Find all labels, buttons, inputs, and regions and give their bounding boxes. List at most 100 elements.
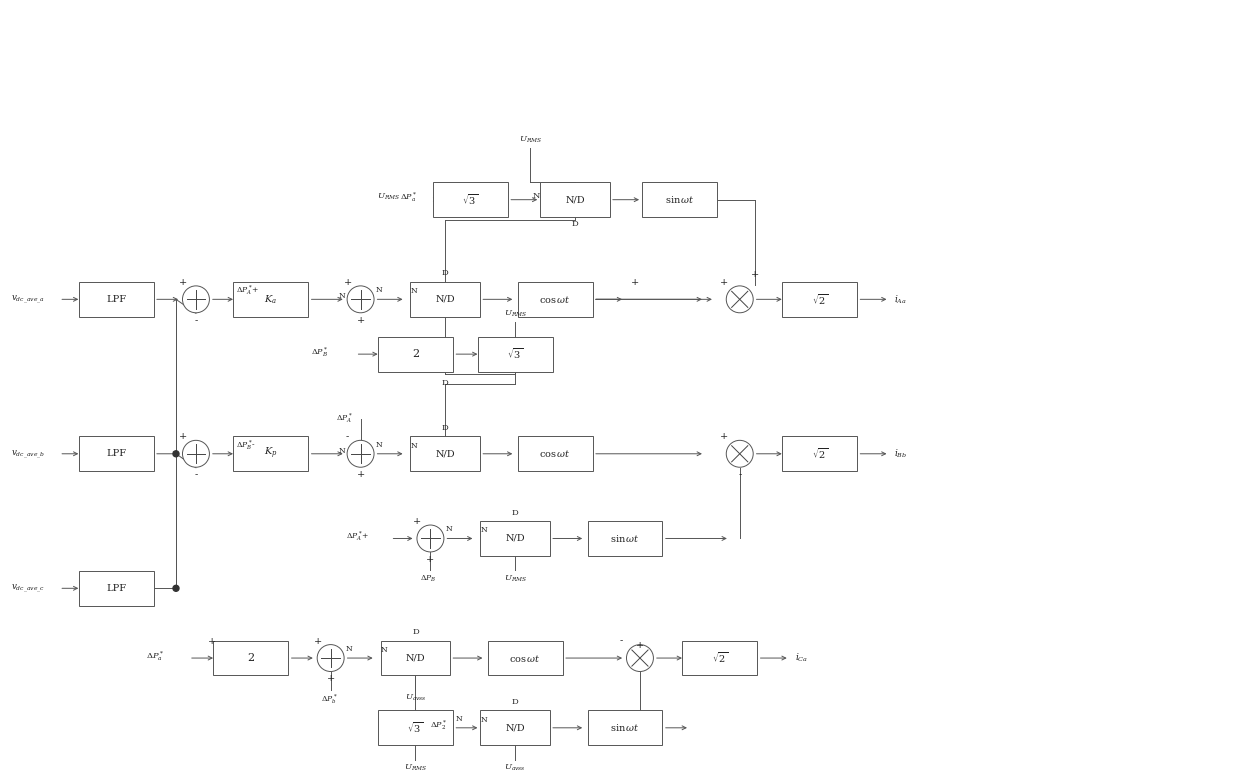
Text: $K_a$: $K_a$ — [264, 293, 278, 306]
Text: N/D: N/D — [435, 449, 455, 459]
Text: $\Delta P_A^*$: $\Delta P_A^*$ — [336, 411, 352, 424]
Text: $\sqrt{2}$: $\sqrt{2}$ — [811, 446, 827, 461]
FancyBboxPatch shape — [381, 641, 450, 676]
Text: $\sin\omega t$: $\sin\omega t$ — [610, 533, 640, 544]
Text: $\Delta P_A^*$+: $\Delta P_A^*$+ — [236, 283, 259, 296]
Text: $v_{dc\_ave\_b}$: $v_{dc\_ave\_b}$ — [11, 448, 46, 459]
Text: -: - — [346, 432, 350, 441]
Text: D: D — [572, 220, 579, 227]
Text: $K_p$: $K_p$ — [264, 446, 278, 461]
Text: $U_{RMS}$: $U_{RMS}$ — [503, 309, 527, 319]
Text: +: + — [719, 432, 728, 441]
Circle shape — [347, 286, 374, 313]
Text: N: N — [480, 527, 487, 535]
Text: $\sin\omega t$: $\sin\omega t$ — [665, 194, 694, 205]
Text: $i_{Aa}$: $i_{Aa}$ — [894, 293, 908, 306]
Text: $\Delta P_B$: $\Delta P_B$ — [420, 573, 436, 583]
Text: N/D: N/D — [506, 724, 525, 732]
FancyBboxPatch shape — [480, 710, 551, 746]
Text: +: + — [326, 674, 335, 684]
Circle shape — [727, 441, 753, 467]
FancyBboxPatch shape — [410, 437, 480, 471]
Text: -: - — [195, 316, 197, 325]
FancyBboxPatch shape — [233, 282, 309, 317]
Text: $\Delta P_2^*$: $\Delta P_2^*$ — [430, 718, 448, 731]
FancyBboxPatch shape — [477, 336, 553, 372]
Text: D: D — [412, 628, 419, 636]
Text: $i_{Bb}$: $i_{Bb}$ — [894, 448, 908, 460]
Text: +: + — [413, 517, 422, 526]
Text: $U_{avss}$: $U_{avss}$ — [404, 693, 427, 703]
Text: $\sqrt{3}$: $\sqrt{3}$ — [408, 720, 424, 735]
Text: N/D: N/D — [405, 654, 425, 662]
Text: $U_{RMS}$: $U_{RMS}$ — [503, 573, 527, 583]
Text: N: N — [376, 286, 382, 294]
Text: $\Delta P_a^*$: $\Delta P_a^*$ — [146, 648, 164, 662]
FancyBboxPatch shape — [782, 437, 857, 471]
Text: $\sqrt{2}$: $\sqrt{2}$ — [712, 651, 728, 666]
FancyBboxPatch shape — [410, 282, 480, 317]
Text: N: N — [381, 646, 387, 654]
FancyBboxPatch shape — [487, 641, 563, 676]
FancyBboxPatch shape — [541, 182, 610, 217]
Text: D: D — [512, 509, 518, 517]
Text: N/D: N/D — [565, 195, 585, 204]
Text: $\Delta P_b^*$: $\Delta P_b^*$ — [321, 693, 337, 706]
Text: -: - — [195, 470, 197, 479]
FancyBboxPatch shape — [213, 641, 288, 676]
Circle shape — [182, 286, 210, 313]
Text: $\cos\omega t$: $\cos\omega t$ — [539, 448, 572, 459]
Circle shape — [182, 441, 210, 467]
Text: $\cos\omega t$: $\cos\omega t$ — [539, 294, 572, 305]
Text: LPF: LPF — [107, 584, 126, 593]
FancyBboxPatch shape — [378, 710, 453, 746]
Text: 2: 2 — [247, 653, 254, 663]
Text: $\cos\omega t$: $\cos\omega t$ — [510, 652, 541, 663]
Circle shape — [417, 525, 444, 552]
FancyBboxPatch shape — [233, 437, 309, 471]
Text: $\Delta P_a^*$: $\Delta P_a^*$ — [401, 191, 418, 203]
Text: +: + — [356, 470, 365, 479]
Text: N: N — [480, 716, 487, 724]
Text: +: + — [343, 278, 352, 287]
Text: $i_{Ca}$: $i_{Ca}$ — [795, 652, 807, 664]
FancyBboxPatch shape — [518, 282, 593, 317]
Text: +: + — [719, 278, 728, 287]
Text: $U_{RMS}$: $U_{RMS}$ — [518, 135, 542, 145]
FancyBboxPatch shape — [78, 282, 154, 317]
Text: D: D — [512, 698, 518, 706]
Text: +: + — [207, 637, 216, 645]
Text: -: - — [738, 470, 742, 479]
Text: $U_{RMS}$: $U_{RMS}$ — [377, 191, 401, 201]
Circle shape — [626, 644, 653, 672]
Text: $\Delta P_B^*$: $\Delta P_B^*$ — [311, 345, 329, 358]
Text: $v_{dc\_ave\_c}$: $v_{dc\_ave\_c}$ — [11, 583, 46, 594]
FancyBboxPatch shape — [78, 437, 154, 471]
Text: +: + — [356, 316, 365, 325]
FancyBboxPatch shape — [682, 641, 758, 676]
Text: +: + — [636, 641, 644, 650]
Text: +: + — [314, 637, 322, 645]
Text: N: N — [346, 645, 352, 653]
Text: N/D: N/D — [435, 295, 455, 304]
Text: LPF: LPF — [107, 295, 126, 304]
FancyBboxPatch shape — [588, 521, 662, 556]
Circle shape — [727, 286, 753, 313]
Text: $\Delta P_A^*$+: $\Delta P_A^*$+ — [346, 529, 370, 542]
FancyBboxPatch shape — [480, 521, 551, 556]
FancyBboxPatch shape — [378, 336, 453, 372]
Text: N: N — [376, 441, 382, 448]
Text: N: N — [339, 292, 346, 300]
Circle shape — [347, 441, 374, 467]
Text: N: N — [455, 715, 463, 723]
Text: +: + — [750, 270, 759, 279]
Text: $U_{avss}$: $U_{avss}$ — [505, 763, 526, 773]
Circle shape — [174, 451, 179, 457]
Text: LPF: LPF — [107, 449, 126, 459]
Text: $\sqrt{2}$: $\sqrt{2}$ — [811, 292, 827, 307]
Text: $\sin\omega t$: $\sin\omega t$ — [610, 722, 640, 733]
FancyBboxPatch shape — [588, 710, 662, 746]
Text: N/D: N/D — [506, 534, 525, 543]
Text: +: + — [427, 555, 434, 564]
Circle shape — [317, 644, 345, 672]
